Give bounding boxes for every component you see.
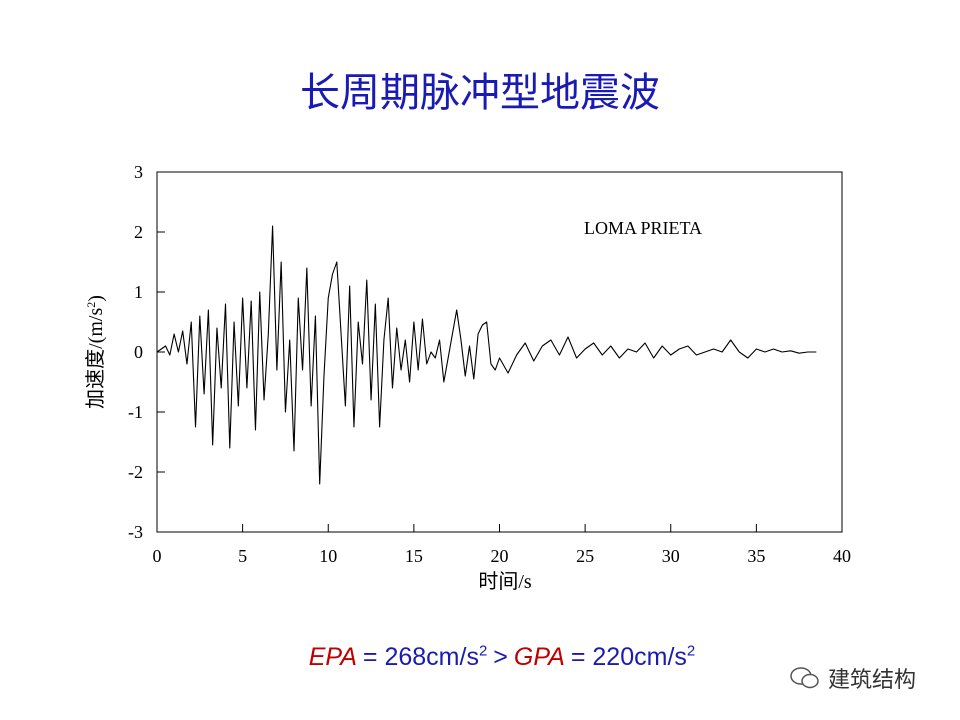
gpa: GPA <box>513 643 565 672</box>
x-tick-label: 30 <box>662 546 680 566</box>
waveform <box>156 225 817 485</box>
y-tick-label: -2 <box>128 462 143 482</box>
x-tick-label: 5 <box>238 546 247 566</box>
y-tick-label: -3 <box>128 522 143 542</box>
y-axis-label: 加速度/(m/s2) <box>84 295 107 409</box>
x-tick-label: 35 <box>747 546 765 566</box>
epa: EPA <box>308 643 357 672</box>
gt: > <box>493 643 508 672</box>
wechat-icon <box>790 667 819 689</box>
x-tick-label: 10 <box>319 546 337 566</box>
gpa-sup: 2 <box>686 643 696 660</box>
x-tick-label: 40 <box>833 546 851 566</box>
gpa-text: = 220cm/s <box>570 643 687 672</box>
epa-value: = 268cm/s2 <box>363 643 487 671</box>
y-tick-label: 2 <box>134 222 143 242</box>
y-tick-label: -1 <box>128 402 143 422</box>
y-label-text: 加速度/(m/s <box>84 308 107 409</box>
y-tick-label: 3 <box>134 162 143 182</box>
epa-text: = 268cm/s <box>362 643 479 672</box>
x-tick-label: 15 <box>405 546 423 566</box>
x-axis-label: 时间/s <box>478 570 532 593</box>
watermark-text: 建筑结构 <box>828 668 917 693</box>
x-tick-label: 20 <box>491 546 509 566</box>
footer-formula: EPA = 268cm/s2 > GPA = 220cm/s2 <box>0 643 960 672</box>
gpa-value: = 220cm/s2 <box>571 643 695 671</box>
x-tick-label: 25 <box>576 546 594 566</box>
y-tick-label: 1 <box>134 282 143 302</box>
y-tick-label: 0 <box>134 342 143 362</box>
epa-sup: 2 <box>478 643 488 660</box>
x-tick-label: 0 <box>153 546 162 566</box>
annotation: LOMA PRIETA <box>584 218 702 238</box>
slide-title: 长周期脉冲型地震波 <box>300 70 660 116</box>
y-label-close: ) <box>85 295 107 302</box>
watermark: 建筑结构 <box>790 662 916 694</box>
y-label-sup: 2 <box>84 302 98 308</box>
